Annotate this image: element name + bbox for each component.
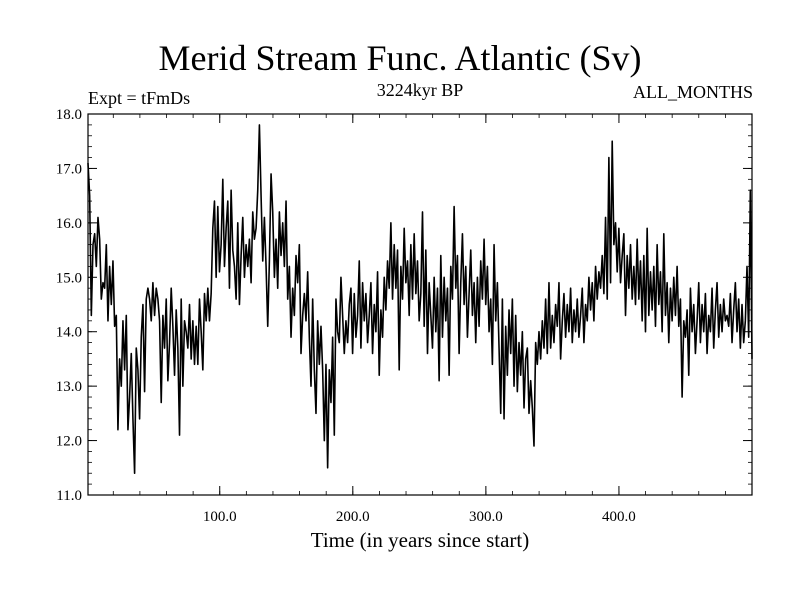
experiment-label: Expt = tFmDs (88, 88, 191, 108)
y-tick-label: 16.0 (56, 216, 82, 232)
period-label: 3224kyr BP (376, 80, 464, 100)
y-tick-label: 12.0 (56, 434, 82, 450)
chart-title: Merid Stream Func. Atlantic (Sv) (158, 38, 642, 78)
y-tick-label: 17.0 (56, 161, 82, 177)
x-tick-label: 100.0 (203, 509, 237, 525)
y-tick-label: 18.0 (56, 107, 82, 123)
y-tick-label: 15.0 (56, 270, 82, 286)
x-tick-label: 200.0 (336, 509, 370, 525)
series-group (87, 124, 753, 475)
x-tick-label: 400.0 (602, 509, 636, 525)
y-tick-label: 11.0 (56, 488, 82, 504)
x-tick-label: 300.0 (469, 509, 503, 525)
months-label: ALL_MONTHS (633, 82, 753, 102)
x-axis-label: Time (in years since start) (310, 528, 530, 552)
y-tick-label: 14.0 (56, 325, 82, 341)
axis-ticks: 11.0 12.0 13.0 14.0 15.0 16.0 17.0 18.0 100.0 200… (56, 107, 752, 525)
y-tick-label: 13.0 (56, 379, 82, 395)
series-line (87, 124, 753, 475)
